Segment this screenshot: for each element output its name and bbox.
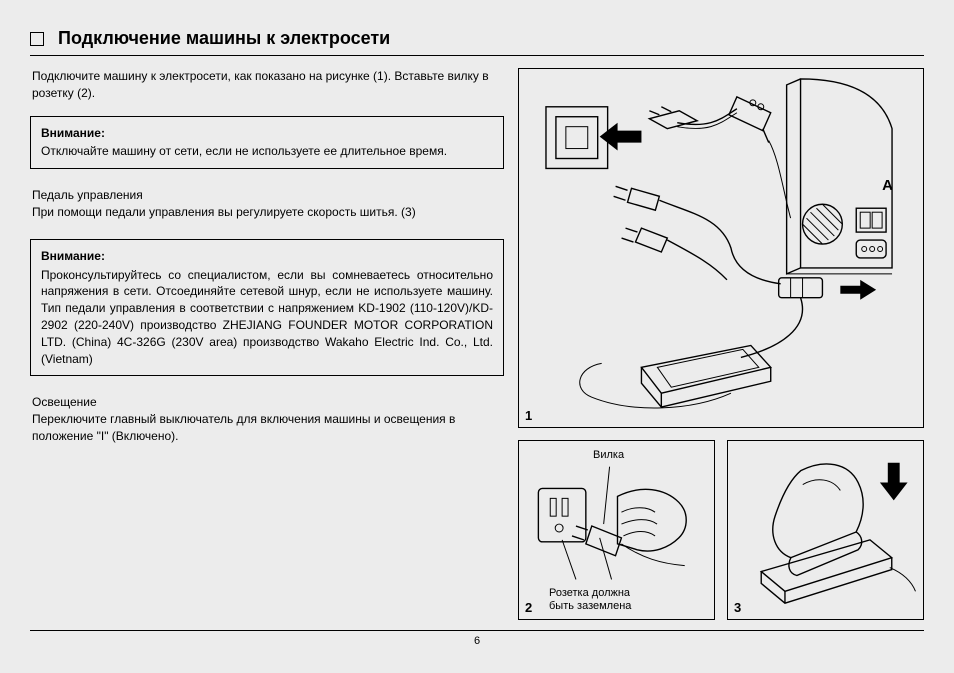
figure-2-number: 2 xyxy=(525,600,532,615)
checkbox-icon xyxy=(30,32,44,46)
title-divider xyxy=(30,55,924,56)
page-number: 6 xyxy=(30,635,924,647)
pedal-body: При помощи педали управления вы регулиру… xyxy=(32,205,416,219)
figure-3: 3 xyxy=(727,440,924,620)
warning-box-1: Внимание: Отключайте машину от сети, есл… xyxy=(30,116,504,170)
bottom-divider xyxy=(30,630,924,631)
light-heading: Освещение xyxy=(32,395,97,409)
warning-body-2: Проконсультируйтесь со специалистом, есл… xyxy=(41,268,493,366)
diagram-1-icon xyxy=(519,69,923,427)
text-column: Подключите машину к электросети, как пок… xyxy=(30,68,504,620)
figure-1-number: 1 xyxy=(525,408,532,423)
socket-label: Розетка должна быть заземлена xyxy=(549,587,631,613)
socket-label-l2: быть заземлена xyxy=(549,600,631,612)
figure-column: A 1 xyxy=(518,68,924,620)
figure-3-number: 3 xyxy=(734,600,741,615)
figure-1: A 1 xyxy=(518,68,924,428)
content-row: Подключите машину к электросети, как пок… xyxy=(30,68,924,620)
label-a: A xyxy=(882,177,893,194)
socket-label-l1: Розетка должна xyxy=(549,587,630,599)
diagram-3-icon xyxy=(728,441,923,619)
pedal-heading: Педаль управления xyxy=(32,188,143,202)
warning-box-2: Внимание: Проконсультируйтесь со специал… xyxy=(30,239,504,377)
pedal-block: Педаль управления При помощи педали упра… xyxy=(30,187,504,221)
manual-page: Подключение машины к электросети Подключ… xyxy=(30,28,924,665)
title-row: Подключение машины к электросети xyxy=(30,28,924,49)
warning-body: Отключайте машину от сети, если не испол… xyxy=(41,144,447,158)
intro-text: Подключите машину к электросети, как пок… xyxy=(30,68,504,102)
figure-row: Вилка Розетка должна быть заземлена 2 xyxy=(518,440,924,620)
plug-label: Вилка xyxy=(593,449,624,461)
warning-heading-2: Внимание: xyxy=(41,248,493,265)
light-block: Освещение Переключите главный выключател… xyxy=(30,394,504,444)
light-body: Переключите главный выключатель для вклю… xyxy=(32,412,455,443)
page-title: Подключение машины к электросети xyxy=(58,28,390,49)
warning-heading: Внимание: xyxy=(41,125,493,142)
figure-2: Вилка Розетка должна быть заземлена 2 xyxy=(518,440,715,620)
